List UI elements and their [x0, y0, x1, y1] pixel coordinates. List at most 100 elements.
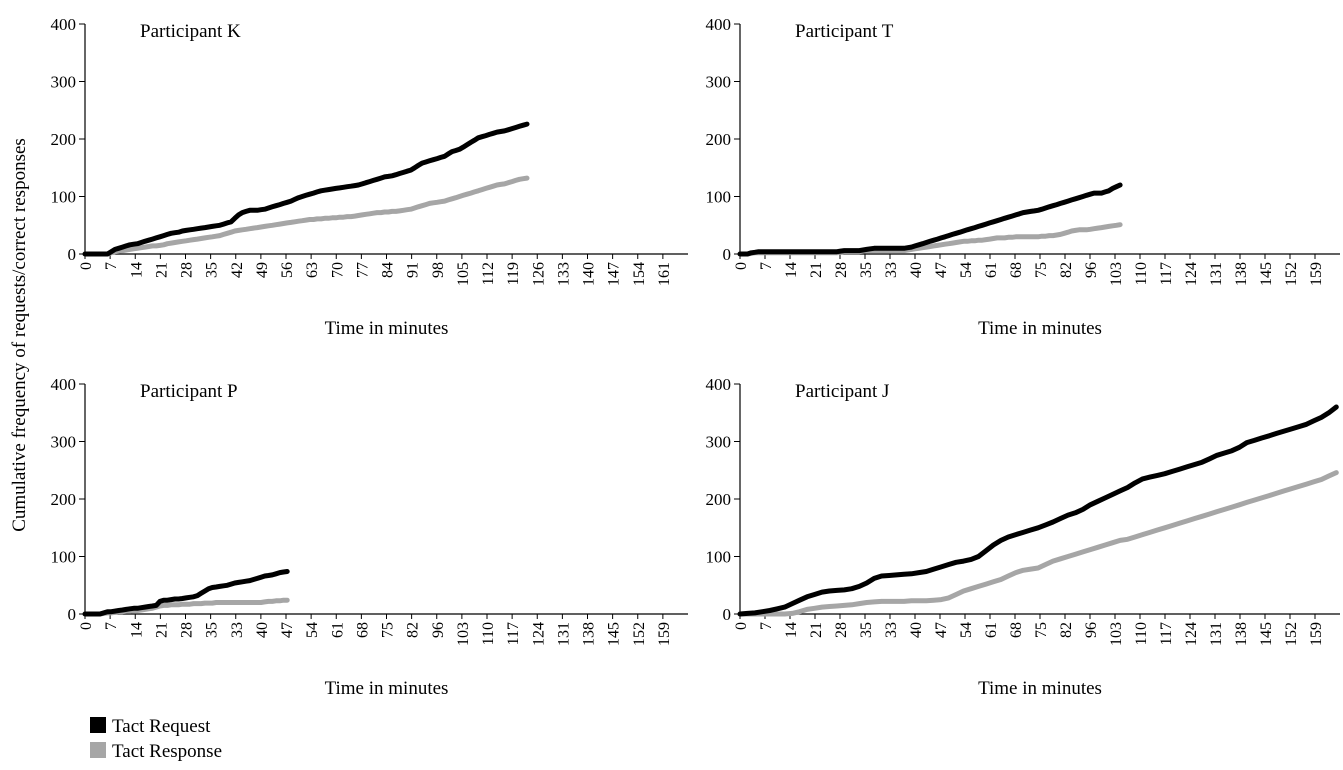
- series-line-tact-response: [737, 470, 1339, 617]
- panel-title: Participant J: [795, 381, 889, 402]
- x-tick-label: 159: [656, 622, 673, 646]
- x-tick-label: 0: [78, 622, 95, 630]
- x-tick-label: 70: [329, 262, 346, 278]
- x-tick-label: 126: [530, 262, 547, 286]
- x-tick-label: 82: [1058, 622, 1075, 638]
- x-tick-label: 159: [1308, 622, 1325, 646]
- x-tick-label: 54: [958, 262, 975, 278]
- x-tick-label: 110: [1133, 262, 1150, 285]
- x-tick-label: 33: [883, 622, 900, 638]
- y-tick-label: 200: [706, 130, 732, 149]
- x-tick-label: 133: [555, 262, 572, 286]
- x-tick-label: 35: [858, 262, 875, 278]
- x-tick-label: 21: [808, 622, 825, 638]
- x-tick-label: 124: [530, 622, 547, 646]
- y-tick-label: 200: [51, 490, 77, 509]
- x-tick-label: 131: [1208, 622, 1225, 646]
- series-line-tact-request: [82, 121, 530, 257]
- x-tick-label: 54: [304, 622, 321, 638]
- x-tick-label: 124: [1183, 622, 1200, 646]
- y-tick-label: 300: [51, 433, 77, 452]
- y-tick-label: 100: [706, 188, 732, 207]
- x-tick-label: 54: [958, 622, 975, 638]
- x-tick-label: 7: [758, 622, 775, 630]
- x-tick-label: 75: [1033, 622, 1050, 638]
- y-tick-label: 300: [706, 73, 732, 92]
- x-tick-label: 63: [304, 262, 321, 278]
- x-tick-label: 82: [405, 622, 422, 638]
- x-tick-label: 33: [229, 622, 246, 638]
- x-axis-title: Time in minutes: [978, 678, 1102, 699]
- x-tick-label: 14: [783, 622, 800, 638]
- x-tick-label: 159: [1308, 262, 1325, 286]
- y-tick-label: 400: [706, 375, 732, 394]
- x-tick-label: 138: [581, 622, 598, 646]
- y-tick-label: 100: [51, 188, 77, 207]
- x-tick-label: 68: [1008, 622, 1025, 638]
- y-tick-label: 200: [706, 490, 732, 509]
- x-tick-label: 98: [430, 262, 447, 278]
- x-tick-label: 124: [1183, 262, 1200, 286]
- x-tick-label: 138: [1233, 622, 1250, 646]
- x-tick-label: 96: [430, 622, 447, 638]
- x-tick-label: 112: [480, 262, 497, 285]
- x-tick-label: 119: [505, 262, 522, 285]
- x-tick-label: 0: [733, 622, 750, 630]
- x-tick-label: 131: [555, 622, 572, 646]
- x-tick-label: 61: [983, 262, 1000, 278]
- x-tick-label: 68: [1008, 262, 1025, 278]
- legend: Tact Request Tact Response: [90, 716, 222, 762]
- legend-swatch-tact-request: [90, 717, 106, 733]
- x-tick-label: 7: [103, 622, 120, 630]
- x-tick-label: 105: [455, 262, 472, 286]
- x-tick-label: 110: [1133, 622, 1150, 645]
- y-tick-label: 400: [706, 15, 732, 34]
- x-tick-label: 152: [1283, 262, 1300, 286]
- x-tick-label: 96: [1083, 262, 1100, 278]
- x-axis-title: Time in minutes: [978, 318, 1102, 339]
- x-tick-label: 152: [1283, 622, 1300, 646]
- x-tick-label: 61: [329, 622, 346, 638]
- legend-item-tact-request: Tact Request: [90, 716, 211, 737]
- y-tick-label: 0: [68, 605, 77, 624]
- x-tick-label: 68: [354, 622, 371, 638]
- x-tick-label: 117: [1158, 622, 1175, 645]
- x-tick-label: 140: [581, 262, 598, 286]
- x-tick-label: 0: [78, 262, 95, 270]
- x-tick-label: 145: [606, 622, 623, 646]
- x-tick-label: 75: [1033, 262, 1050, 278]
- x-tick-label: 82: [1058, 262, 1075, 278]
- legend-label-tact-response: Tact Response: [112, 741, 222, 762]
- x-axis-title: Time in minutes: [325, 318, 449, 339]
- x-tick-label: 131: [1208, 262, 1225, 286]
- series-line-tact-request: [737, 404, 1339, 617]
- x-tick-label: 117: [505, 622, 522, 645]
- x-tick-label: 138: [1233, 262, 1250, 286]
- x-tick-label: 14: [128, 262, 145, 278]
- series-line-tact-request: [737, 182, 1123, 257]
- y-tick-label: 400: [51, 15, 77, 34]
- x-tick-label: 0: [733, 262, 750, 270]
- legend-item-tact-response: Tact Response: [90, 741, 222, 762]
- x-tick-label: 28: [833, 262, 850, 278]
- x-tick-label: 28: [833, 622, 850, 638]
- y-tick-label: 100: [51, 548, 77, 567]
- x-tick-label: 47: [933, 262, 950, 278]
- panel-title: Participant K: [140, 21, 241, 42]
- legend-label-tact-request: Tact Request: [112, 716, 211, 737]
- x-tick-label: 161: [656, 262, 673, 286]
- x-tick-label: 40: [254, 622, 271, 638]
- y-tick-label: 200: [51, 130, 77, 149]
- x-tick-label: 145: [1258, 262, 1275, 286]
- x-tick-label: 91: [405, 262, 422, 278]
- x-tick-label: 77: [354, 262, 371, 278]
- x-tick-label: 35: [204, 622, 221, 638]
- x-tick-label: 49: [254, 262, 271, 278]
- x-tick-label: 47: [933, 622, 950, 638]
- x-tick-label: 33: [883, 262, 900, 278]
- x-tick-label: 103: [1108, 262, 1125, 286]
